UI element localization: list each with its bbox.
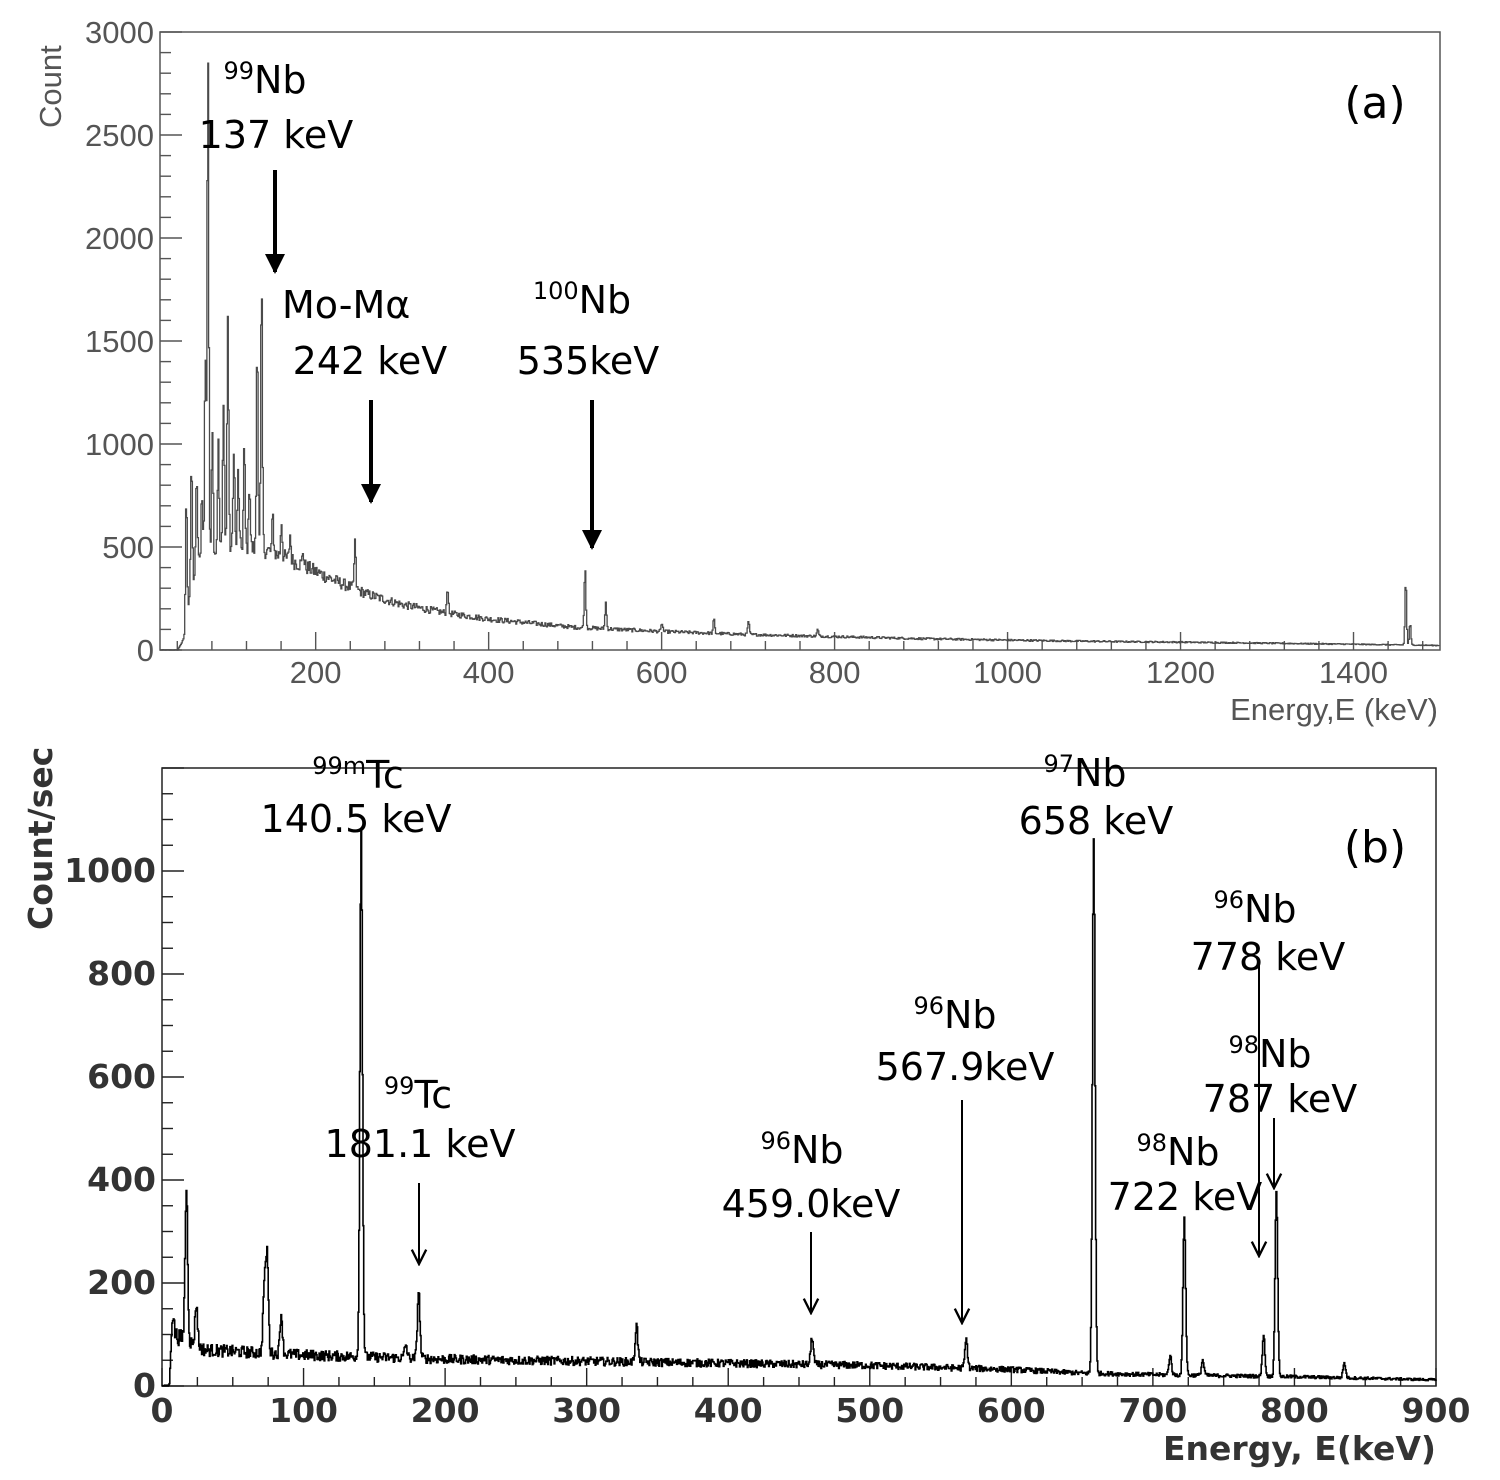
annotation-98nb-722: 98Nb (1136, 1129, 1219, 1174)
y-tick-label: 200 (87, 1263, 156, 1302)
y-tick-label: 0 (137, 633, 154, 668)
annotation-97nb-isotope: 97 (1043, 750, 1074, 778)
annotation-99nb-energy: 137 keV (199, 113, 354, 157)
annotation-99tc: 99Tc (384, 1072, 452, 1117)
annotation-99nb: 99Nb (223, 57, 306, 102)
annotation-97nb-energy: 658 keV (1019, 799, 1174, 843)
annotation-99mtc: 99mTc (312, 752, 404, 797)
x-tick-label: 1400 (1319, 655, 1388, 690)
x-tick-label: 1000 (973, 655, 1042, 690)
y-tick-label: 0 (133, 1366, 156, 1405)
annotation-99tc-energy: 181.1 keV (325, 1122, 516, 1166)
x-tick-label: 200 (290, 655, 342, 690)
y-axis-title-a: Count (33, 45, 68, 128)
annotation-99tc-isotope: 99 (384, 1072, 415, 1100)
annotation-96nb-568-energy: 567.9keV (876, 1045, 1055, 1089)
y-tick-label: 500 (102, 530, 154, 565)
x-tick-label: 300 (552, 1391, 621, 1430)
y-tick-label: 2000 (85, 221, 154, 256)
annotation-98nb-722-element: Nb (1167, 1130, 1220, 1174)
y-tick-label: 800 (87, 954, 156, 993)
annotation-96nb-459-element: Nb (791, 1128, 844, 1172)
annotation-100nb: 100Nb (533, 277, 631, 322)
series-line (161, 829, 1437, 1387)
annotation-97nb-element: Nb (1074, 751, 1127, 795)
annotation-96nb-778: 96Nb (1213, 886, 1296, 931)
annotation-98nb-722-isotope: 98 (1136, 1129, 1167, 1157)
x-tick-label: 0 (151, 1391, 174, 1430)
y-tick-label: 1000 (64, 851, 156, 890)
panel-b: 0 100 200 300 400 500 600 700 800 900 0 200 400 600 80… (21, 747, 1470, 1468)
annotation-99mtc-element: Tc (365, 753, 404, 797)
x-tick-label: 200 (411, 1391, 480, 1430)
annotation-96nb-568-element: Nb (944, 993, 997, 1037)
annotation-96nb-778-isotope: 96 (1213, 886, 1244, 914)
annotation-96nb-459: 96Nb (760, 1127, 843, 1172)
y-tick-label: 1000 (85, 427, 154, 462)
annotation-96nb-568: 96Nb (913, 992, 996, 1037)
annotation-96nb-459-energy: 459.0keV (722, 1182, 901, 1226)
x-tick-label: 700 (1118, 1391, 1187, 1430)
x-axis-title-b: Energy, E(keV) (1163, 1429, 1436, 1468)
panel-a: 200 400 600 800 1000 1200 1400 0 500 1000 1500 2000… (33, 15, 1441, 727)
annotation-100nb-element: Nb (579, 278, 632, 322)
x-tick-label: 800 (809, 655, 861, 690)
annotation-99mtc-energy: 140.5 keV (261, 797, 452, 841)
annotation-99tc-element: Tc (413, 1073, 452, 1117)
x-tick-label: 600 (977, 1391, 1046, 1430)
y-tick-label: 1500 (85, 324, 154, 359)
annotation-99mtc-isotope: 99m (312, 752, 366, 780)
x-tick-label: 600 (636, 655, 688, 690)
x-tick-label: 900 (1402, 1391, 1471, 1430)
annotation-98nb-722-energy: 722 keV (1108, 1175, 1263, 1219)
annotation-100nb-energy: 535keV (517, 339, 660, 383)
annotation-98nb-787-element: Nb (1259, 1032, 1312, 1076)
annotation-96nb-778-element: Nb (1244, 887, 1297, 931)
annotation-98nb-787-energy: 787 keV (1203, 1077, 1358, 1121)
annotation-99nb-isotope: 99 (223, 57, 254, 85)
annotation-97nb: 97Nb (1043, 750, 1126, 795)
series-line (160, 62, 1440, 651)
x-tick-label: 800 (1260, 1391, 1329, 1430)
panel-label-b: (b) (1344, 822, 1406, 873)
y-tick-label: 2500 (85, 118, 154, 153)
spectrum-b (161, 829, 1437, 1387)
y-tick-label: 3000 (85, 15, 154, 50)
annotation-mo-ma: Mo-Mα (282, 283, 410, 327)
tick-labels-b: 0 100 200 300 400 500 600 700 800 900 0 200 400 600 80… (64, 851, 1470, 1430)
x-tick-label: 400 (463, 655, 515, 690)
panel-label-a: (a) (1344, 78, 1405, 129)
y-tick-label: 400 (87, 1160, 156, 1199)
y-axis-title-b: Count/sec (21, 747, 60, 930)
x-axis-title-a: Energy,E (keV) (1230, 692, 1438, 727)
annotation-98nb-787-isotope: 98 (1228, 1031, 1259, 1059)
annotation-96nb-568-isotope: 96 (913, 992, 944, 1020)
annotation-99nb-element: Nb (254, 58, 307, 102)
annotation-100nb-isotope: 100 (533, 277, 579, 305)
x-tick-label: 100 (269, 1391, 338, 1430)
y-tick-label: 600 (87, 1057, 156, 1096)
x-tick-label: 1200 (1146, 655, 1215, 690)
x-tick-label: 400 (694, 1391, 763, 1430)
tick-labels-a: 200 400 600 800 1000 1200 1400 0 500 1000 1500 2000… (85, 15, 1388, 690)
annotation-98nb-787: 98Nb (1228, 1031, 1311, 1076)
annotation-mo-ma-energy: 242 keV (293, 339, 448, 383)
x-tick-label: 500 (835, 1391, 904, 1430)
annotation-96nb-459-isotope: 96 (760, 1127, 791, 1155)
spectrum-a (160, 62, 1440, 651)
annotation-96nb-778-energy: 778 keV (1191, 935, 1346, 979)
